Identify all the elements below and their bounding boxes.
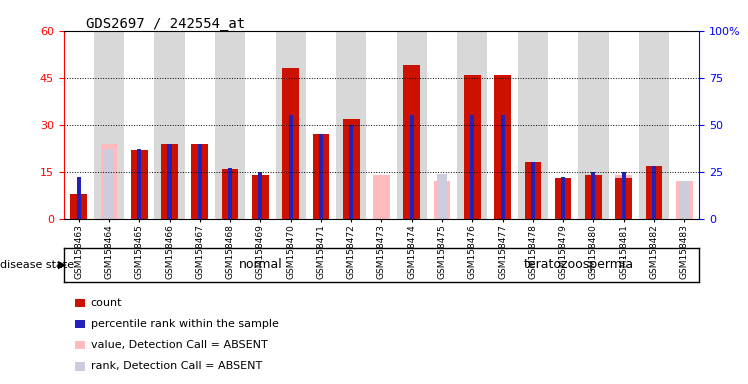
Bar [154,31,185,219]
Text: disease state: disease state [0,260,74,270]
Bar [524,162,542,219]
Text: percentile rank within the sample: percentile rank within the sample [91,319,278,329]
Bar [464,74,481,219]
Bar [437,174,447,219]
Bar [500,115,505,219]
Bar [427,31,457,219]
Bar [289,115,292,219]
Bar [578,31,609,219]
Bar [609,31,639,219]
Bar [258,172,263,219]
Bar [585,175,601,219]
Bar [131,150,147,219]
Bar [221,169,239,219]
Text: teratozoospermia: teratozoospermia [523,258,634,271]
Bar [313,134,329,219]
Bar [282,68,299,219]
Bar [185,31,215,219]
Bar [367,31,396,219]
Bar [410,115,414,219]
Bar [561,177,565,219]
Bar [548,31,578,219]
Bar [124,31,154,219]
Bar [162,144,178,219]
Bar [349,125,353,219]
Bar [676,181,693,219]
Bar [252,175,269,219]
Text: rank, Detection Call = ABSENT: rank, Detection Call = ABSENT [91,361,262,371]
Bar [589,174,598,219]
Bar [197,144,202,219]
Bar [306,31,336,219]
Bar [494,74,511,219]
Bar [652,166,656,219]
Bar [76,177,81,219]
Bar [64,31,94,219]
Bar [622,172,626,219]
Text: normal: normal [239,258,282,271]
Bar [215,31,245,219]
Bar [679,181,689,219]
Bar [343,119,360,219]
Bar [592,172,595,219]
Bar [319,134,323,219]
Text: GDS2697 / 242554_at: GDS2697 / 242554_at [86,17,245,31]
Text: count: count [91,298,122,308]
Bar [168,144,171,219]
Text: value, Detection Call = ABSENT: value, Detection Call = ABSENT [91,340,267,350]
Bar [403,65,420,219]
Bar [639,31,669,219]
Bar [470,115,474,219]
Bar [94,31,124,219]
Bar [191,144,208,219]
Bar [104,149,114,219]
Bar [396,31,427,219]
Bar [70,194,87,219]
Bar [228,168,232,219]
Bar [649,168,659,219]
Bar [616,178,632,219]
Bar [518,31,548,219]
Bar [457,31,488,219]
Bar [336,31,367,219]
Bar [555,178,571,219]
Bar [275,31,306,219]
Bar [373,175,390,219]
Bar [669,31,699,219]
Bar [101,144,117,219]
Bar [646,166,662,219]
Bar [531,162,535,219]
Bar [616,175,632,219]
Bar [434,181,450,219]
Bar [137,149,141,219]
Bar [488,31,518,219]
Bar [245,31,275,219]
Text: ▶: ▶ [58,260,67,270]
